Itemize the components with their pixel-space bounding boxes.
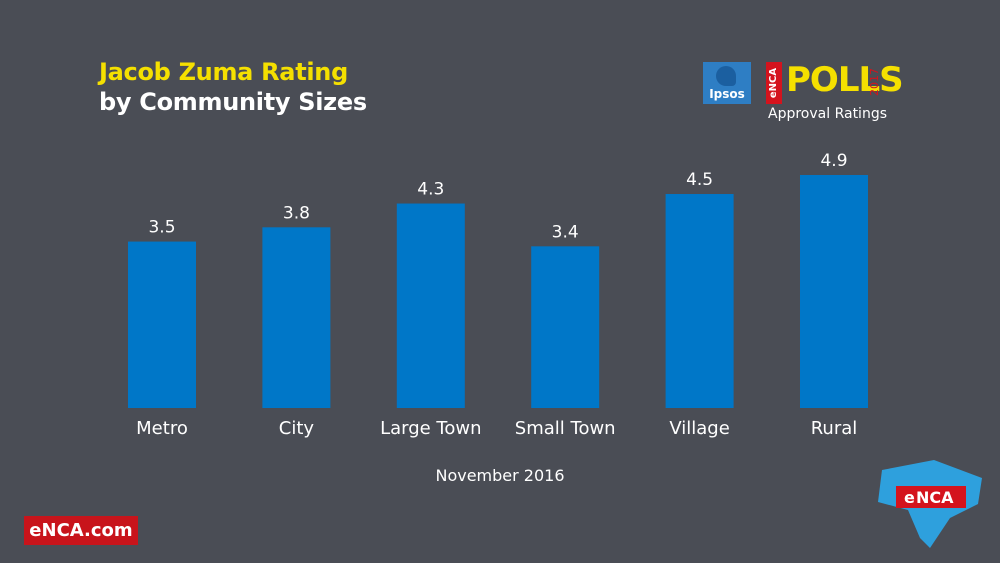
bar-city bbox=[262, 227, 331, 408]
x-tick-label-village: Village bbox=[669, 418, 729, 439]
enca-polls-logo: eNCA POLLS 2017 bbox=[766, 60, 904, 104]
x-tick-label-rural: Rural bbox=[811, 418, 858, 439]
data-label-small-town: 3.4 bbox=[552, 222, 579, 242]
x-tick-label-large-town: Large Town bbox=[380, 418, 481, 439]
data-label-city: 3.8 bbox=[283, 203, 310, 223]
data-label-rural: 4.9 bbox=[820, 151, 847, 171]
enca-site-badge: eNCA.com bbox=[24, 516, 138, 545]
x-tick-label-city: City bbox=[279, 418, 315, 439]
data-label-metro: 3.5 bbox=[148, 218, 175, 238]
chart-footnote: November 2016 bbox=[435, 466, 565, 485]
enca-corner-logo: e NCA bbox=[878, 460, 982, 548]
polls-wordmark: POLLS bbox=[786, 60, 904, 100]
data-label-large-town: 4.3 bbox=[417, 180, 444, 200]
enca-corner-e: e bbox=[904, 488, 915, 507]
bar-rural bbox=[800, 175, 868, 408]
data-label-village: 4.5 bbox=[686, 170, 713, 190]
chart-subtitle: by Community Sizes bbox=[99, 88, 367, 116]
approval-ratings-caption: Approval Ratings bbox=[768, 106, 887, 122]
enca-polls-red-strip bbox=[766, 62, 782, 104]
bar-small-town bbox=[531, 246, 600, 408]
x-tick-label-metro: Metro bbox=[136, 418, 188, 439]
bar-large-town bbox=[396, 203, 465, 408]
x-tick-label-small-town: Small Town bbox=[515, 418, 616, 439]
ipsos-head-icon bbox=[716, 66, 736, 86]
ipsos-logo-text: Ipsos bbox=[709, 87, 745, 101]
enca-corner-bar bbox=[896, 486, 966, 508]
bar-village bbox=[665, 194, 734, 408]
enca-corner-nca: NCA bbox=[916, 488, 954, 507]
ipsos-logo: Ipsos bbox=[703, 62, 751, 104]
chart-title: Jacob Zuma Rating bbox=[99, 58, 348, 86]
bar-metro bbox=[128, 241, 196, 408]
